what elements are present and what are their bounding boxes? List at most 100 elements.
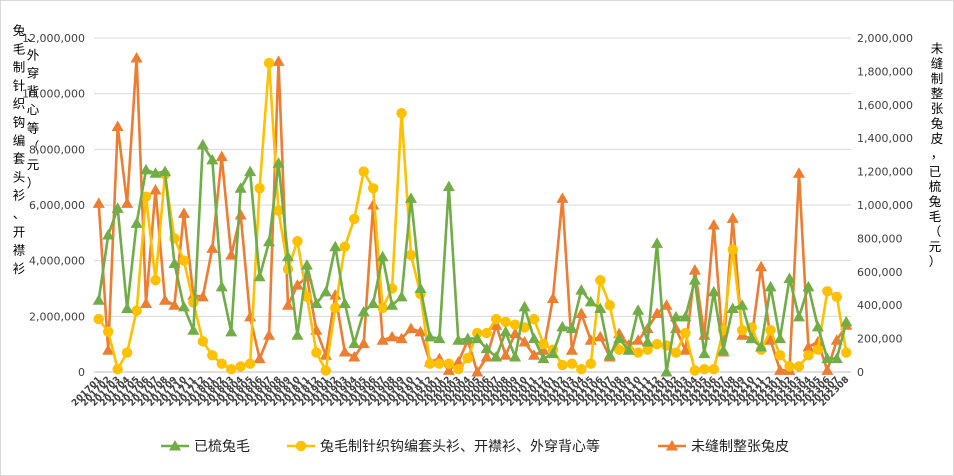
data-point xyxy=(528,332,541,344)
data-point xyxy=(660,299,673,310)
left-tick-label: 4,000,000 xyxy=(29,255,85,268)
data-point xyxy=(121,197,134,208)
data-point xyxy=(831,291,843,303)
left-y-axis: 0 2,000,000 4,000,000 6,000,000 8,000,000 10,… xyxy=(22,32,85,379)
data-point xyxy=(310,297,323,309)
data-point xyxy=(225,325,238,337)
data-point xyxy=(726,302,739,314)
data-point xyxy=(206,242,219,253)
data-point xyxy=(443,358,455,369)
data-point xyxy=(150,274,161,286)
data-point xyxy=(112,364,123,375)
data-point xyxy=(396,107,407,119)
data-point xyxy=(556,192,569,203)
data-point xyxy=(386,299,399,310)
data-point xyxy=(442,364,455,375)
data-point xyxy=(329,240,342,252)
data-point xyxy=(556,320,569,332)
data-point xyxy=(253,352,266,364)
series-layer xyxy=(92,52,853,377)
axis-titles: 兔毛制针织钩编套头衫、开襟衫、外穿背心等（元） 未缝制整张兔皮，已梳兔毛（元） xyxy=(13,23,944,276)
data-point xyxy=(329,289,342,300)
data-point xyxy=(121,302,134,314)
data-point xyxy=(830,352,843,364)
data-point xyxy=(604,300,615,311)
data-point xyxy=(585,358,596,369)
data-point xyxy=(584,295,597,307)
data-point xyxy=(595,274,606,286)
data-point xyxy=(727,244,738,255)
data-point xyxy=(442,180,455,192)
legend: 已梳兔毛 兔毛制针织钩编套头衫、开襟衫、外穿背心等 未缝制整张兔皮 xyxy=(161,438,789,455)
data-point xyxy=(102,344,115,355)
data-point xyxy=(216,358,227,369)
data-point xyxy=(339,241,350,252)
data-point xyxy=(130,217,143,228)
data-point xyxy=(783,272,796,283)
data-point xyxy=(603,349,616,360)
data-point xyxy=(651,237,664,248)
data-point xyxy=(338,345,351,357)
legend-label: 未缝制整张兔皮 xyxy=(691,439,789,455)
legend-label: 兔毛制针织钩编套头衫、开襟衫、外穿背心等 xyxy=(320,438,600,455)
data-point xyxy=(263,57,275,69)
data-point xyxy=(490,319,503,330)
data-point xyxy=(566,358,578,369)
data-point xyxy=(102,326,114,337)
data-point xyxy=(395,332,408,344)
left-tick-label: 2,000,000 xyxy=(29,310,85,323)
grid xyxy=(94,37,851,373)
data-point xyxy=(414,325,427,337)
data-point xyxy=(433,332,446,344)
data-point xyxy=(698,347,711,359)
data-point xyxy=(632,304,645,315)
data-point xyxy=(140,191,152,202)
data-point xyxy=(111,120,124,132)
data-point xyxy=(234,209,247,220)
data-point xyxy=(272,157,285,168)
data-point xyxy=(613,344,625,355)
data-point xyxy=(225,249,238,260)
data-point xyxy=(158,165,171,177)
data-point xyxy=(688,274,701,285)
data-point xyxy=(565,322,578,334)
data-point xyxy=(546,292,559,304)
data-point xyxy=(178,255,190,266)
data-point xyxy=(319,285,332,297)
right-tick-label: 1,200,000 xyxy=(857,166,913,179)
data-point xyxy=(490,350,503,362)
data-point xyxy=(500,316,511,328)
series-1 xyxy=(93,57,852,376)
right-tick-label: 1,000,000 xyxy=(857,199,913,212)
data-point xyxy=(821,352,834,364)
data-point xyxy=(263,235,276,247)
data-point xyxy=(215,280,228,292)
data-point xyxy=(395,290,408,302)
data-point xyxy=(281,299,294,310)
data-point xyxy=(755,340,768,352)
data-point xyxy=(102,229,115,240)
data-point xyxy=(736,299,749,310)
data-point xyxy=(320,365,332,376)
data-point xyxy=(707,285,720,297)
data-point xyxy=(177,207,190,218)
data-point xyxy=(196,138,209,150)
data-point xyxy=(509,319,521,330)
left-tick-label: 10,000,000 xyxy=(22,88,85,101)
data-point xyxy=(669,310,682,322)
right-tick-label: 200,000 xyxy=(857,333,903,346)
data-point xyxy=(765,325,776,336)
data-point xyxy=(158,294,171,305)
data-point xyxy=(575,284,588,295)
data-point xyxy=(490,313,502,325)
data-point xyxy=(764,280,777,292)
data-point xyxy=(235,361,246,372)
data-point xyxy=(281,250,294,262)
data-point xyxy=(254,183,265,194)
data-point xyxy=(452,334,465,345)
data-point xyxy=(717,344,730,355)
data-point xyxy=(414,282,427,293)
data-point xyxy=(93,313,104,325)
data-point xyxy=(745,332,758,344)
right-axis-title: 未缝制整张兔皮，已梳兔毛（元） xyxy=(929,41,944,269)
